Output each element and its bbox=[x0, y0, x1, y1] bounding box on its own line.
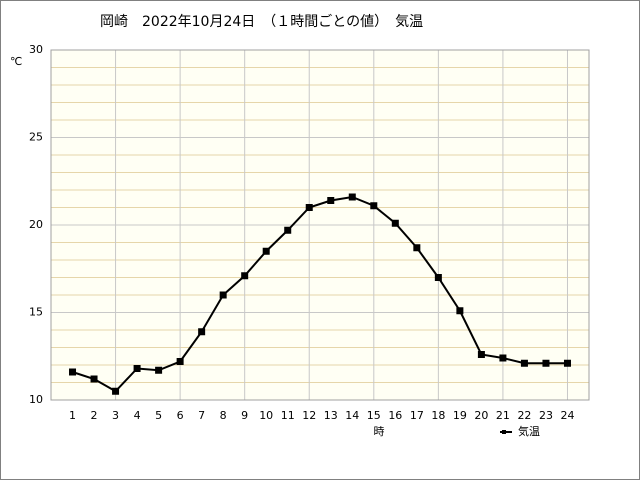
marker bbox=[241, 272, 249, 280]
chart-title: 岡崎 2022年10月24日 （１時間ごとの値） 気温 bbox=[100, 14, 423, 30]
x-tick-label: 15 bbox=[367, 409, 381, 422]
x-tick-label: 12 bbox=[302, 409, 316, 422]
x-tick-label: 13 bbox=[324, 409, 338, 422]
marker bbox=[327, 197, 335, 204]
x-tick-label: 10 bbox=[259, 409, 273, 422]
marker bbox=[477, 351, 485, 358]
x-tick-label: 7 bbox=[198, 409, 205, 422]
x-tick-label: 6 bbox=[177, 409, 184, 422]
x-tick-label: 20 bbox=[474, 409, 488, 422]
legend-marker bbox=[502, 430, 506, 434]
x-tick-label: 21 bbox=[496, 409, 510, 422]
x-tick-label: 16 bbox=[388, 409, 402, 422]
x-tick-label: 17 bbox=[410, 409, 424, 422]
x-tick-label: 4 bbox=[134, 409, 141, 422]
y-tick-label: 25 bbox=[29, 131, 43, 144]
marker bbox=[133, 365, 141, 372]
marker bbox=[112, 387, 120, 395]
marker bbox=[520, 359, 528, 367]
x-tick-label: 14 bbox=[345, 409, 359, 422]
marker bbox=[499, 354, 507, 362]
marker bbox=[434, 274, 442, 281]
x-tick-label: 3 bbox=[112, 409, 119, 422]
marker bbox=[219, 291, 227, 299]
marker bbox=[176, 358, 184, 365]
marker bbox=[456, 307, 464, 315]
x-tick-label: 24 bbox=[560, 409, 574, 422]
x-tick-label: 23 bbox=[539, 409, 553, 422]
x-tick-label: 22 bbox=[517, 409, 531, 422]
marker bbox=[542, 359, 550, 367]
marker bbox=[262, 247, 270, 255]
x-tick-label: 18 bbox=[431, 409, 445, 422]
y-unit: ℃ bbox=[10, 55, 22, 68]
x-tick-label: 8 bbox=[220, 409, 227, 422]
marker bbox=[413, 244, 421, 252]
x-tick-label: 5 bbox=[155, 409, 162, 422]
marker bbox=[348, 193, 356, 201]
marker bbox=[305, 204, 313, 211]
marker bbox=[563, 359, 571, 367]
y-tick-label: 20 bbox=[29, 218, 43, 231]
marker bbox=[391, 219, 399, 227]
x-tick-label: 11 bbox=[281, 409, 295, 422]
marker bbox=[90, 375, 98, 383]
line bbox=[72, 195, 568, 393]
plot-border bbox=[50, 49, 590, 401]
y-tick-label: 30 bbox=[29, 43, 43, 56]
marker bbox=[198, 328, 206, 336]
x-axis-label: 時 bbox=[374, 425, 385, 438]
legend-label: 気温 bbox=[518, 424, 540, 438]
x-tick-label: 19 bbox=[453, 409, 467, 422]
marker bbox=[370, 202, 378, 210]
x-tick-label: 1 bbox=[69, 409, 76, 422]
marker bbox=[69, 368, 77, 376]
marker bbox=[284, 226, 292, 234]
y-tick-label: 15 bbox=[29, 306, 43, 319]
marker bbox=[155, 366, 163, 374]
x-tick-label: 9 bbox=[241, 409, 248, 422]
x-tick-label: 2 bbox=[91, 409, 98, 422]
y-tick-label: 10 bbox=[29, 393, 43, 406]
